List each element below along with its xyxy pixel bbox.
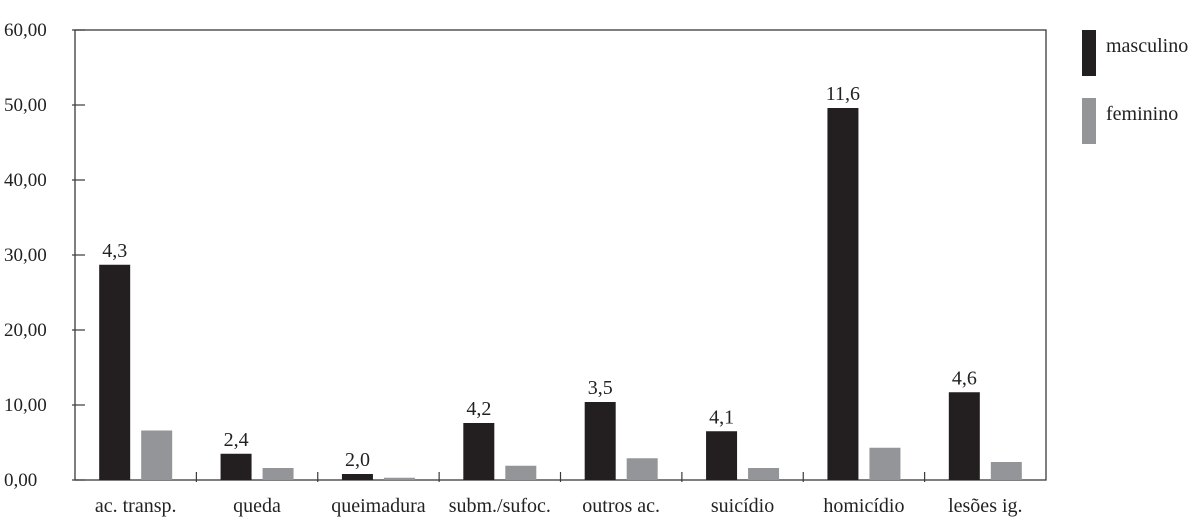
bar-data-label: 4,2 <box>466 398 491 420</box>
y-tick-label: 0,00 <box>4 470 37 491</box>
bar-feminino <box>748 468 780 480</box>
bar-masculino <box>706 431 738 480</box>
bars <box>99 108 1022 480</box>
y-axis: 0,00 10,00 20,00 30,00 40,00 50,00 60,00 <box>4 20 85 491</box>
x-category-label: queimadura <box>331 495 426 517</box>
bar-feminino <box>990 462 1022 480</box>
plot-frame <box>74 29 1047 481</box>
bar-masculino <box>220 453 252 480</box>
y-tick-label: 20,00 <box>4 320 47 341</box>
bar-masculino <box>99 264 131 480</box>
legend: masculino feminino <box>1082 30 1188 144</box>
bar-data-label: 4,6 <box>952 367 977 389</box>
y-tick-label: 30,00 <box>4 245 47 266</box>
bar-masculino <box>463 423 495 480</box>
bar-masculino <box>827 108 859 480</box>
bar-masculino <box>341 474 373 480</box>
bar-data-label: 2,4 <box>224 429 249 451</box>
data-labels: 4,3 2,4 2,0 4,2 3,5 4,1 11,6 4,6 <box>102 83 977 471</box>
x-category-label: subm./sufoc. <box>449 495 551 517</box>
x-category-label: outros ac. <box>582 495 660 517</box>
y-tick-label: 50,00 <box>4 95 47 116</box>
x-category-label: homicídio <box>823 495 904 517</box>
bar-feminino <box>869 447 901 480</box>
x-axis: ac. transp. queda queimadura subm./sufoc. ou… <box>95 472 1023 517</box>
legend-swatch-masculino <box>1082 30 1096 76</box>
bar-data-label: 3,5 <box>588 377 613 399</box>
bar-data-label: 2,0 <box>345 449 370 471</box>
bar-masculino <box>584 402 616 480</box>
bar-feminino <box>262 468 294 480</box>
y-tick-label: 60,00 <box>4 20 47 41</box>
bar-feminino <box>141 430 173 480</box>
legend-swatch-feminino <box>1082 98 1096 144</box>
legend-label-feminino: feminino <box>1106 103 1178 125</box>
bar-feminino <box>505 465 537 480</box>
bar-data-label: 11,6 <box>826 83 860 105</box>
legend-label-masculino: masculino <box>1106 35 1188 57</box>
bar-feminino <box>383 477 415 480</box>
bar-masculino <box>948 392 980 480</box>
bar-data-label: 4,3 <box>102 240 127 262</box>
y-tick-label: 10,00 <box>4 395 47 416</box>
x-category-label: lesões ig. <box>948 495 1022 517</box>
bar-feminino <box>626 458 658 480</box>
x-category-label: ac. transp. <box>95 495 177 517</box>
y-tick-label: 40,00 <box>4 170 47 191</box>
x-category-label: queda <box>233 495 281 517</box>
bar-data-label: 4,1 <box>709 406 734 428</box>
x-category-label: suicídio <box>711 495 774 517</box>
